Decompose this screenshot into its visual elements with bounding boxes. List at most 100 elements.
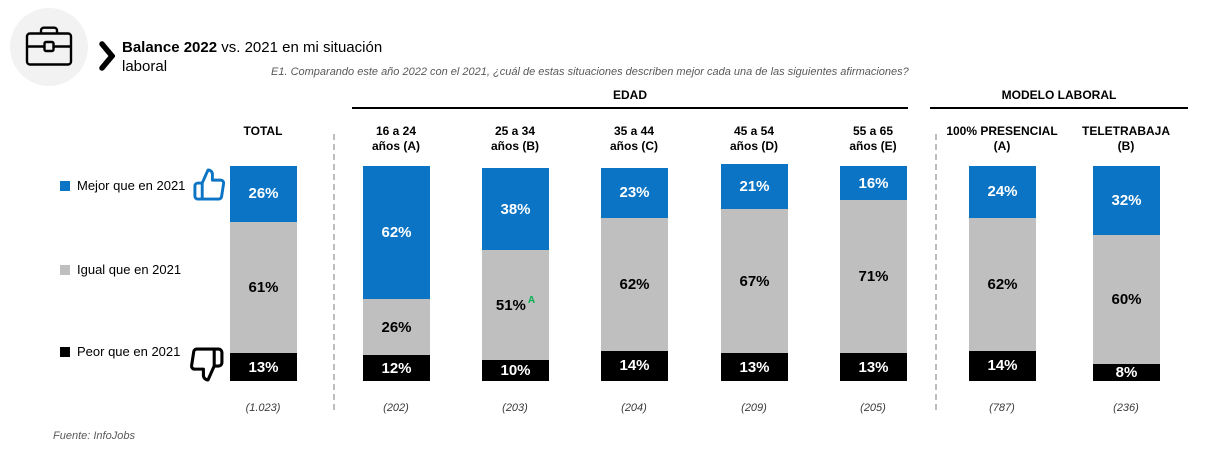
bar-segment-peor: 10% — [482, 359, 549, 381]
base-size-label: (1.023) — [245, 402, 281, 414]
significance-note: A — [527, 294, 536, 306]
bar-segment-peor: 13% — [840, 353, 907, 381]
group-header-modelo-laboral: MODELO LABORAL — [1001, 88, 1117, 102]
edad-underline — [352, 107, 908, 109]
title-bold: Balance 2022 — [122, 39, 218, 56]
segment-value-label: 16% — [858, 174, 889, 192]
source-note: Fuente: InfoJobs — [53, 430, 135, 442]
legend-item-igual: Igual que en 2021 — [60, 262, 181, 277]
title-line2: laboral — [122, 58, 168, 75]
base-size-label: (203) — [502, 402, 528, 414]
separator-edad-modelo — [935, 134, 937, 410]
legend-label: Igual que en 2021 — [77, 262, 182, 277]
bar-segment-mejor: 24% — [969, 166, 1036, 218]
bar-segment-mejor: 16% — [840, 166, 907, 201]
segment-value-label: 23% — [619, 184, 650, 202]
bar-segment-mejor: 23% — [601, 168, 668, 218]
column-header: TELETRABAJA (B) — [1081, 124, 1170, 153]
bar-segment-peor: 12% — [363, 355, 430, 381]
base-size-label: (787) — [989, 402, 1015, 414]
stacked-bar: 62% 26% 12% — [363, 166, 430, 381]
segment-value-label: 21% — [739, 178, 770, 196]
column-header: 35 a 44 años (C) — [610, 124, 658, 153]
base-size-label: (236) — [1113, 402, 1139, 414]
base-size-label: (204) — [621, 402, 647, 414]
column-header: 45 a 54 años (D) — [730, 124, 778, 153]
segment-value-label: 32% — [1111, 191, 1142, 209]
bar-segment-mejor: 26% — [230, 166, 297, 222]
segment-value-label: 71% — [858, 268, 889, 286]
bar-segment-igual: 60% — [1093, 234, 1160, 364]
legend-item-peor: Peor que en 2021 — [60, 344, 180, 359]
survey-question: E1. Comparando este año 2022 con el 2021… — [271, 66, 909, 78]
stacked-bar: 16% 71% 13% — [840, 166, 907, 381]
bar-segment-igual: 26% — [363, 299, 430, 356]
stacked-bar: 26% 61% 13% — [230, 166, 297, 381]
segment-value-label: 14% — [619, 357, 650, 375]
segment-value-label: 13% — [858, 358, 889, 376]
segment-value-label: 67% — [739, 272, 770, 290]
stacked-bar: 32% 60% 8% — [1093, 166, 1160, 381]
group-header-edad: EDAD — [612, 88, 647, 102]
base-size-label: (209) — [741, 402, 767, 414]
column-header: 25 a 34 años (B) — [491, 124, 539, 153]
segment-value-label: 13% — [739, 358, 770, 376]
stacked-bar: 23% 62% 14% — [601, 168, 668, 381]
column-header: 100% PRESENCIAL (A) — [946, 124, 1058, 153]
segment-value-label: 13% — [248, 358, 279, 376]
stacked-bar: 24% 62% 14% — [969, 166, 1036, 381]
base-size-label: (205) — [860, 402, 886, 414]
modelo-underline — [930, 107, 1188, 109]
bar-segment-peor: 13% — [230, 353, 297, 381]
legend-swatch-igual — [60, 264, 70, 275]
bar-segment-mejor: 62% — [363, 166, 430, 300]
segment-value-label: 61% — [248, 279, 279, 297]
column-header: TOTAL — [243, 124, 283, 138]
thumbs-up-icon — [192, 167, 227, 207]
bar-segment-mejor: 38% — [482, 168, 549, 250]
bar-segment-igual: 61% — [230, 221, 297, 354]
segment-value-label: 24% — [987, 183, 1018, 201]
segment-value-label: 62% — [987, 275, 1018, 293]
segment-value-label: 12% — [381, 359, 412, 377]
bar-segment-igual: 67% — [721, 209, 788, 354]
segment-value-label: 14% — [987, 357, 1018, 375]
bar-segment-mejor: 32% — [1093, 166, 1160, 235]
bar-segment-igual: 62% — [969, 217, 1036, 351]
segment-value-label: 60% — [1111, 290, 1142, 308]
bar-segment-peor: 14% — [969, 350, 1036, 381]
column-header: 55 a 65 años (E) — [849, 124, 897, 153]
separator-total-edad — [333, 134, 335, 410]
bar-segment-igual: 51% A — [482, 249, 549, 360]
legend-label: Mejor que en 2021 — [77, 178, 186, 193]
page-title: Balance 2022 vs. 2021 en mi situación la… — [122, 38, 382, 76]
segment-value-label: 62% — [619, 275, 650, 293]
bar-segment-peor: 8% — [1093, 363, 1160, 381]
segment-value-label: 26% — [381, 318, 412, 336]
stacked-bar: 38% 51% A 10% — [482, 168, 549, 381]
bar-segment-igual: 62% — [601, 217, 668, 351]
bar-segment-peor: 13% — [721, 353, 788, 381]
segment-value-label: 26% — [248, 185, 279, 203]
segment-value-label: 62% — [381, 224, 412, 242]
legend-item-mejor: Mejor que en 2021 — [60, 178, 185, 193]
base-size-label: (202) — [383, 402, 409, 414]
bar-segment-mejor: 21% — [721, 164, 788, 210]
legend-swatch-peor — [60, 346, 70, 357]
segment-value-label: 10% — [500, 361, 531, 379]
legend-swatch-mejor — [60, 180, 70, 191]
briefcase-icon — [25, 26, 73, 66]
thumbs-down-icon — [188, 346, 225, 388]
stacked-bar: 21% 67% 13% — [721, 164, 788, 381]
segment-value-label: 8% — [1115, 363, 1138, 381]
title-regular: vs. 2021 en mi situación — [217, 39, 383, 56]
bar-segment-peor: 14% — [601, 350, 668, 381]
segment-value-label: 38% — [500, 200, 531, 218]
bar-segment-igual: 71% — [840, 200, 907, 354]
legend-label: Peor que en 2021 — [77, 344, 181, 359]
chevron-right-icon — [99, 41, 116, 76]
column-header: 16 a 24 años (A) — [372, 124, 420, 153]
segment-value-label: 51% A — [495, 294, 536, 314]
briefcase-badge — [10, 8, 88, 86]
